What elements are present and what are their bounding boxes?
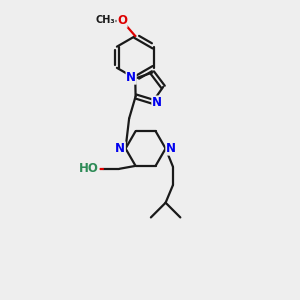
Text: N: N <box>126 71 136 84</box>
Text: N: N <box>166 142 176 155</box>
Text: N: N <box>152 96 162 109</box>
Text: CH₃: CH₃ <box>95 15 115 25</box>
Text: O: O <box>117 14 127 27</box>
Text: HO: HO <box>79 162 99 175</box>
Text: N: N <box>115 142 125 155</box>
